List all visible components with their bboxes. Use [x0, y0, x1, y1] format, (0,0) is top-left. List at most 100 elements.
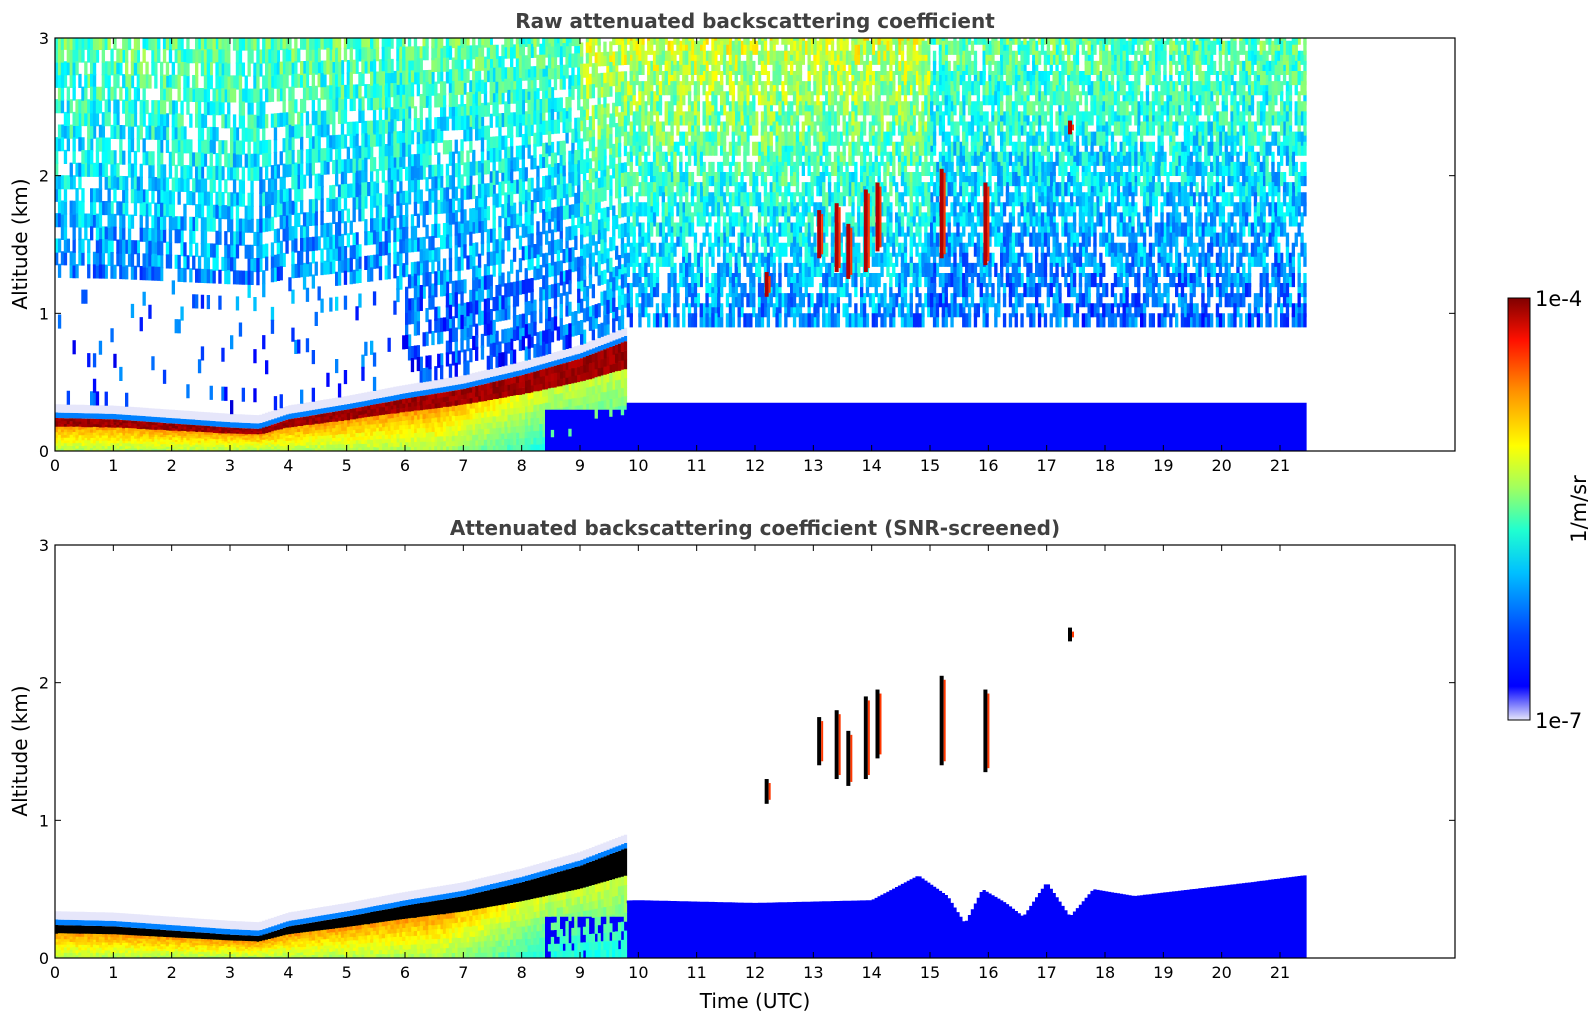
heatmap-cells-377	[542, 937, 546, 945]
heatmap-cells-182	[78, 426, 82, 430]
cloud-edge	[850, 734, 853, 782]
heatmap-cells-289	[355, 925, 362, 930]
x-tick-label: 15	[920, 456, 940, 475]
heatmap-cells-10	[55, 842, 628, 936]
heatmap-cells-455	[612, 949, 616, 958]
heatmap-cells-424	[582, 942, 587, 951]
heatmap-cells-217	[195, 938, 199, 942]
heatmap-cells-446	[603, 932, 607, 942]
heatmap-cells-719	[259, 445, 263, 448]
heatmap-cells-459	[617, 922, 622, 932]
heatmap-cells-301	[448, 913, 453, 919]
heatmap-cells-325	[492, 952, 496, 958]
heatmap-cells-399	[559, 943, 563, 952]
heatmap-cells-883	[585, 63, 590, 78]
heatmap-cells-422	[577, 923, 616, 941]
cloud-streak	[939, 675, 944, 766]
heatmap-cells-657	[218, 38, 1293, 451]
heatmap-cells-805	[405, 271, 1220, 328]
x-tick-label: 9	[575, 456, 585, 475]
heatmap-cells-451	[606, 923, 610, 933]
heatmap-cells-317	[480, 934, 508, 948]
x-tick-label: 19	[1153, 456, 1173, 475]
heatmap-cells-769	[343, 370, 348, 385]
heatmap-cells-294	[95, 111, 1301, 328]
heatmap-cells-278	[326, 942, 330, 946]
heatmap-cells-368	[533, 938, 537, 946]
heatmap-cells-250	[247, 941, 251, 944]
heatmap-cells-341	[507, 951, 511, 958]
heatmap-cells-369	[533, 915, 607, 939]
heatmap-cells-647	[212, 38, 1307, 271]
colorbar-max-label: 1e-4	[1535, 287, 1582, 311]
x-tick-label: 11	[686, 963, 706, 982]
heatmap-cells-436	[594, 949, 598, 958]
heatmap-cells-13	[57, 952, 62, 956]
heatmap-cells-537	[157, 38, 1272, 451]
heatmap-cells-298	[437, 953, 441, 958]
x-tick-label: 21	[1270, 963, 1290, 982]
heatmap-cells-452	[606, 915, 610, 925]
cloud-edge	[768, 276, 771, 293]
heatmap-cells-921	[1035, 151, 1039, 166]
heatmap-cells-454	[130, 38, 1304, 451]
heatmap-cells-815	[419, 285, 453, 343]
heatmap-cells-258	[276, 953, 281, 957]
heatmap-cells-447	[603, 924, 607, 933]
heatmap-cells-675	[230, 400, 234, 415]
heatmap-cells-432	[591, 949, 596, 958]
y-tick-label: 1	[39, 811, 49, 830]
cloud-streak	[863, 189, 868, 273]
heatmap-cells-785	[378, 71, 383, 86]
heatmap-cells-911	[854, 38, 858, 45]
x-tick-label: 13	[803, 456, 823, 475]
x-tick-label: 12	[745, 456, 765, 475]
heatmap-cells-398	[556, 915, 561, 923]
panel-title: Raw attenuated backscattering coefficien…	[515, 9, 995, 33]
heatmap-cells-533	[157, 189, 1284, 356]
heatmap-cells-280	[329, 948, 333, 952]
heatmap-cells-15	[55, 121, 1304, 355]
heatmap-cells-560	[168, 429, 359, 442]
heatmap-cells-642	[209, 432, 213, 435]
heatmap-cells-871	[547, 388, 552, 396]
heatmap-cells-414	[571, 935, 575, 944]
x-tick-label: 7	[458, 456, 468, 475]
heatmap-cells-417	[574, 935, 584, 951]
y-tick-label: 3	[39, 29, 49, 48]
heatmap-cells-322	[486, 915, 511, 925]
heatmap-cells-914	[889, 182, 893, 197]
x-tick-label: 21	[1270, 456, 1290, 475]
heatmap-cells-253	[253, 941, 257, 944]
heatmap-cells-303	[454, 927, 458, 934]
heatmap-cells-766	[337, 232, 1196, 363]
heatmap-cells-720	[259, 434, 263, 437]
heatmap-cells-389	[550, 936, 555, 945]
cloud-edge	[838, 714, 841, 776]
heatmap-cells-925	[1090, 303, 1094, 318]
x-tick-label: 8	[517, 456, 527, 475]
heatmap-cells-634	[206, 432, 211, 435]
heatmap-cells-342	[507, 945, 511, 953]
x-tick-label: 18	[1095, 963, 1115, 982]
heatmap-cells-928	[1140, 313, 1144, 328]
heatmap-cells-228	[209, 916, 549, 958]
heatmap-cells-776	[361, 366, 365, 381]
y-tick-label: 0	[39, 442, 49, 461]
heatmap-cells-336	[501, 952, 505, 958]
cloud-streak	[846, 730, 851, 786]
heatmap-cells-811	[416, 357, 421, 372]
cloud-streak	[764, 779, 769, 804]
heatmap-cells-403	[562, 936, 566, 944]
heatmap-cells-453	[606, 906, 610, 916]
cloud-streak	[863, 696, 868, 780]
heatmap-cells-416	[574, 942, 578, 951]
heatmap-cells-448	[606, 949, 610, 958]
heatmap-cells-548	[162, 247, 616, 384]
heatmap-cells-912	[857, 50, 890, 156]
heatmap-cells-360	[107, 164, 1281, 328]
heatmap-cells-895	[670, 121, 674, 136]
cloud-streak	[834, 203, 839, 273]
heatmap-cells-880	[568, 334, 572, 349]
